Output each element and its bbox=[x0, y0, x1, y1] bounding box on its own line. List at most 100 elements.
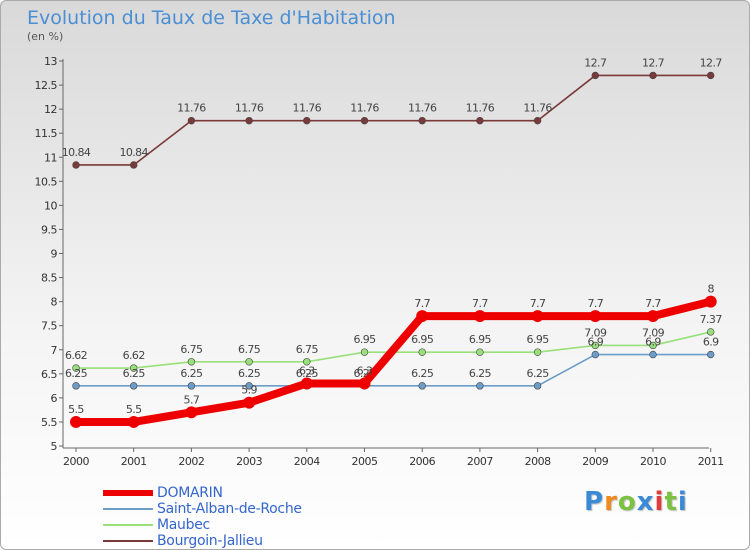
data-label-domarin: 7.7 bbox=[414, 297, 430, 310]
series-line-bourgoin-jallieu bbox=[75, 74, 712, 166]
data-point-bourgoin-jallieu bbox=[591, 71, 599, 80]
data-point-bourgoin-jallieu bbox=[533, 116, 542, 125]
data-label-bourgoin-jallieu: 12.7 bbox=[642, 56, 665, 69]
data-label-domarin: 6.3 bbox=[299, 364, 315, 377]
data-point-maubec bbox=[418, 348, 426, 356]
data-point-domarin bbox=[127, 415, 140, 428]
x-tick-label: 2002 bbox=[178, 455, 204, 468]
data-label-domarin: 5.5 bbox=[126, 403, 142, 416]
data-point-saint-alban-de-roche bbox=[72, 382, 80, 390]
data-point-saint-alban-de-roche bbox=[476, 382, 484, 390]
logo-letter: i bbox=[654, 487, 665, 517]
data-point-saint-alban-de-roche bbox=[649, 350, 657, 359]
y-tick-label: 6.5 bbox=[41, 368, 57, 381]
data-label-maubec: 6.62 bbox=[65, 349, 87, 362]
data-label-maubec: 6.75 bbox=[180, 343, 203, 356]
data-label-saint-alban-de-roche: 6.25 bbox=[469, 367, 492, 380]
data-label-saint-alban-de-roche: 6.9 bbox=[587, 336, 603, 349]
legend-swatch-maubec bbox=[103, 524, 153, 526]
data-point-bourgoin-jallieu bbox=[187, 116, 196, 125]
y-tick-label: 7 bbox=[51, 344, 58, 357]
data-point-bourgoin-jallieu bbox=[303, 116, 311, 125]
data-label-maubec: 6.75 bbox=[296, 343, 319, 356]
data-label-saint-alban-de-roche: 6.9 bbox=[703, 336, 719, 349]
logo-letter: r bbox=[604, 487, 618, 517]
data-point-maubec bbox=[72, 364, 80, 372]
data-label-maubec: 7.37 bbox=[700, 313, 723, 326]
logo-letter: t bbox=[664, 487, 678, 517]
y-axis-unit-label: (en %) bbox=[27, 30, 64, 43]
data-point-maubec bbox=[649, 341, 657, 350]
data-point-maubec bbox=[476, 348, 484, 356]
data-point-domarin bbox=[416, 310, 429, 323]
data-label-bourgoin-jallieu: 10.84 bbox=[119, 146, 148, 159]
data-point-domarin bbox=[473, 310, 486, 323]
data-point-bourgoin-jallieu bbox=[649, 71, 657, 80]
data-label-bourgoin-jallieu: 10.84 bbox=[62, 146, 91, 159]
y-tick-label: 13 bbox=[44, 55, 57, 68]
data-label-domarin: 7.7 bbox=[530, 297, 546, 310]
data-label-bourgoin-jallieu: 11.76 bbox=[293, 102, 322, 115]
data-label-domarin: 7.7 bbox=[472, 297, 488, 310]
y-tick-label: 6 bbox=[51, 392, 58, 405]
y-tick-label: 5 bbox=[51, 440, 58, 453]
data-point-domarin bbox=[300, 377, 313, 390]
data-point-bourgoin-jallieu bbox=[418, 116, 426, 125]
data-label-bourgoin-jallieu: 11.76 bbox=[408, 102, 437, 115]
data-label-bourgoin-jallieu: 12.7 bbox=[584, 56, 607, 69]
data-label-saint-alban-de-roche: 6.25 bbox=[238, 367, 261, 380]
data-label-maubec: 6.95 bbox=[469, 333, 492, 346]
logo-letter: P bbox=[584, 487, 605, 517]
y-tick-label: 9 bbox=[51, 248, 58, 261]
data-point-domarin bbox=[531, 310, 544, 323]
proxiti-logo: Proxiti bbox=[584, 487, 688, 517]
data-point-saint-alban-de-roche bbox=[245, 382, 253, 390]
data-label-bourgoin-jallieu: 11.76 bbox=[466, 102, 495, 115]
x-tick-label: 2011 bbox=[698, 455, 724, 468]
legend-swatch-bourgoin bbox=[103, 540, 153, 542]
data-label-maubec: 7.09 bbox=[642, 326, 665, 339]
data-label-domarin: 7.7 bbox=[645, 297, 661, 310]
data-label-maubec: 6.95 bbox=[353, 333, 376, 346]
x-tick-label: 2006 bbox=[409, 455, 435, 468]
data-label-domarin: 6.3 bbox=[357, 364, 373, 377]
y-tick-label: 12.5 bbox=[35, 79, 58, 92]
data-point-domarin bbox=[185, 406, 198, 419]
data-label-saint-alban-de-roche: 6.25 bbox=[65, 367, 88, 380]
data-point-domarin bbox=[647, 310, 659, 323]
legend-swatch-saint-alban bbox=[103, 508, 153, 510]
data-label-domarin: 8 bbox=[707, 283, 714, 296]
data-point-domarin bbox=[589, 310, 602, 323]
y-tick-label: 12 bbox=[44, 103, 57, 116]
data-label-maubec: 7.09 bbox=[584, 326, 607, 339]
data-point-saint-alban-de-roche bbox=[418, 382, 426, 390]
x-tick-label: 2003 bbox=[236, 455, 262, 468]
x-tick-label: 2009 bbox=[582, 455, 608, 468]
chart-title: Evolution du Taux de Taxe d'Habitation bbox=[27, 7, 396, 29]
series-line-saint-alban-de-roche bbox=[75, 353, 712, 387]
data-label-bourgoin-jallieu: 11.76 bbox=[235, 102, 264, 115]
data-point-maubec bbox=[360, 348, 369, 356]
data-point-bourgoin-jallieu bbox=[706, 71, 715, 80]
y-tick-label: 8.5 bbox=[41, 272, 57, 285]
data-label-saint-alban-de-roche: 6.25 bbox=[527, 367, 550, 380]
data-point-saint-alban-de-roche bbox=[591, 350, 599, 359]
data-point-bourgoin-jallieu bbox=[72, 161, 80, 169]
data-point-domarin bbox=[358, 377, 371, 390]
data-point-maubec bbox=[706, 328, 715, 336]
x-tick-label: 2008 bbox=[525, 455, 551, 468]
data-point-maubec bbox=[303, 358, 311, 366]
data-label-maubec: 6.95 bbox=[411, 333, 434, 346]
legend-label-domarin: DOMARIN bbox=[157, 485, 223, 501]
series-line-domarin bbox=[72, 297, 715, 426]
legend-label-maubec: Maubec bbox=[157, 517, 210, 533]
data-point-saint-alban-de-roche bbox=[533, 382, 542, 390]
y-tick-label: 5.5 bbox=[41, 416, 57, 429]
y-tick-label: 11 bbox=[44, 151, 57, 164]
data-point-maubec bbox=[591, 341, 599, 350]
x-tick-label: 2005 bbox=[352, 455, 378, 468]
data-point-saint-alban-de-roche bbox=[187, 382, 196, 390]
data-label-domarin: 5.5 bbox=[68, 403, 84, 416]
